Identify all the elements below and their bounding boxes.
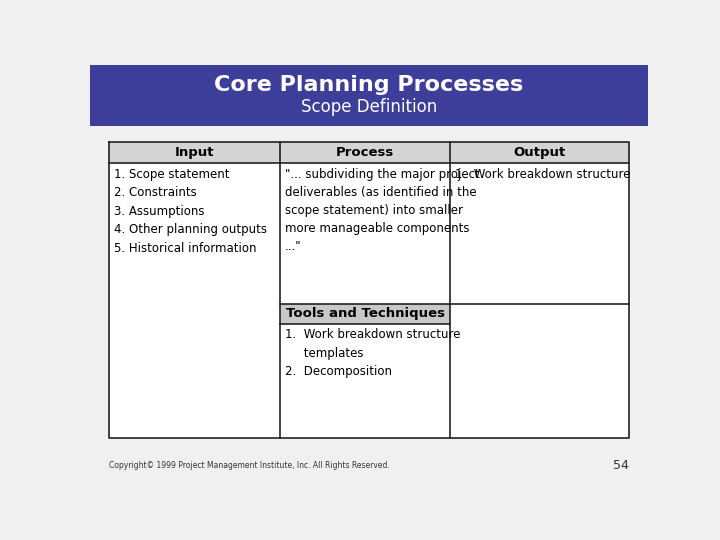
FancyBboxPatch shape [451,142,629,164]
Text: Output: Output [513,146,566,159]
Text: 1.  Work breakdown structure: 1. Work breakdown structure [455,168,631,181]
Text: Copyright© 1999 Project Management Institute, Inc. All Rights Reserved.: Copyright© 1999 Project Management Insti… [109,461,390,470]
Text: 1.  Work breakdown structure
     templates
2.  Decomposition: 1. Work breakdown structure templates 2.… [284,328,460,378]
FancyBboxPatch shape [280,142,451,164]
Text: 54: 54 [613,458,629,472]
FancyBboxPatch shape [90,65,648,126]
FancyBboxPatch shape [109,142,629,438]
FancyBboxPatch shape [109,142,280,164]
FancyBboxPatch shape [280,303,451,323]
Text: Input: Input [175,146,215,159]
Text: 1. Scope statement
2. Constraints
3. Assumptions
4. Other planning outputs
5. Hi: 1. Scope statement 2. Constraints 3. Ass… [114,168,267,255]
Text: Core Planning Processes: Core Planning Processes [215,75,523,95]
Text: "... subdividing the major project
deliverables (as identified in the
scope stat: "... subdividing the major project deliv… [284,168,480,253]
Text: Scope Definition: Scope Definition [301,98,437,116]
Text: Process: Process [336,146,395,159]
Text: Tools and Techniques: Tools and Techniques [286,307,445,320]
